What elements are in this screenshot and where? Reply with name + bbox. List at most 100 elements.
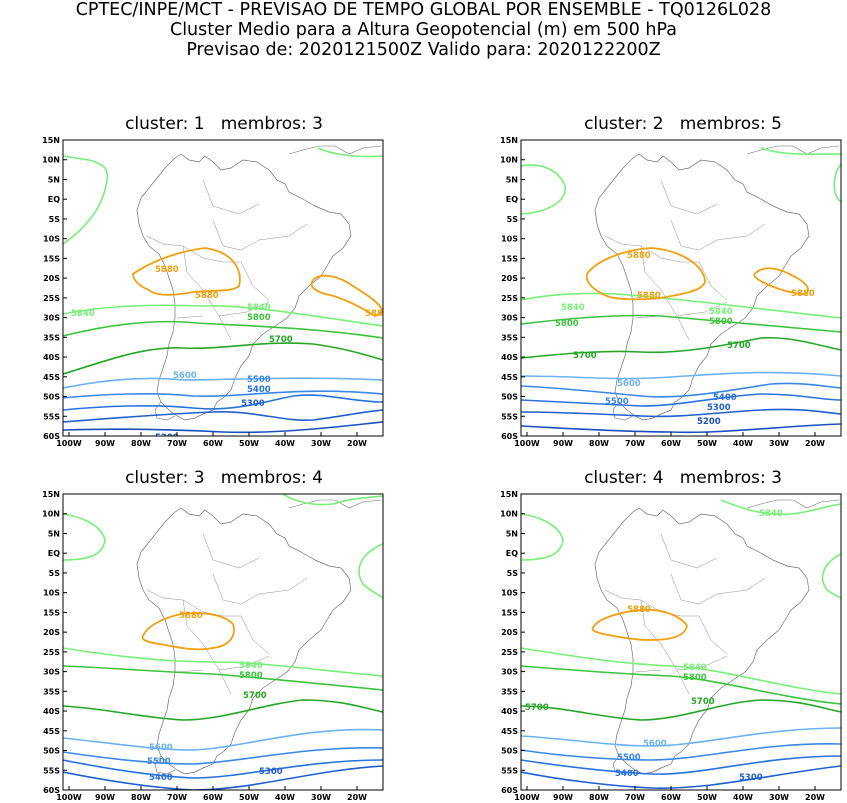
contour-label: 5880 — [195, 291, 219, 301]
map-frame-1 — [62, 139, 384, 437]
contour-line — [63, 665, 383, 691]
contour-label: 5840 — [683, 663, 707, 673]
contour-label: 5800 — [709, 317, 733, 327]
contour-label: 5400 — [713, 393, 737, 403]
contour-label: 5880 — [627, 251, 651, 261]
contour-line — [521, 292, 841, 319]
lon-label: 30W — [769, 439, 789, 448]
lat-label: 40S — [43, 707, 60, 716]
lat-label: EQ — [506, 549, 518, 558]
lat-label: 30S — [43, 668, 60, 677]
lat-label: 40S — [501, 353, 518, 362]
coastline-3 — [136, 499, 382, 775]
lat-label: 10S — [43, 589, 60, 598]
contour-label: 5200 — [697, 417, 721, 427]
contour-label: 5800 — [247, 313, 271, 323]
map-frame-2 — [520, 139, 842, 437]
lat-label: 15S — [43, 254, 60, 263]
lon-label: 70W — [167, 439, 187, 448]
lat-label: 35S — [501, 687, 518, 696]
lat-label: 20S — [501, 274, 518, 283]
lat-label: 55S — [43, 412, 60, 421]
lat-label: 35S — [43, 687, 60, 696]
contour-label: 5800 — [239, 671, 263, 681]
lat-label: 15S — [501, 254, 518, 263]
lon-label: 80W — [131, 793, 151, 802]
contour-label: 5840 — [71, 309, 95, 319]
contour-line — [63, 342, 383, 375]
lat-label: 35S — [43, 333, 60, 342]
lat-label: 20S — [501, 628, 518, 637]
lat-label: 25S — [43, 294, 60, 303]
contour-label: 5600 — [617, 379, 641, 389]
lon-label: 60W — [661, 439, 681, 448]
lat-label: 10S — [501, 235, 518, 244]
lat-label: 10N — [500, 510, 518, 519]
lat-label: EQ — [48, 549, 60, 558]
contour-line — [141, 612, 235, 651]
lat-label: 25S — [501, 648, 518, 657]
contour-label: 588 — [365, 309, 383, 319]
contour-label: 5800 — [683, 673, 707, 683]
contour-line — [521, 393, 841, 407]
contour-label: 5800 — [555, 319, 579, 329]
lat-label: 40S — [43, 353, 60, 362]
lat-label: 50S — [501, 747, 518, 756]
contour-line — [521, 382, 841, 398]
contour-line — [760, 147, 841, 156]
contour-line — [521, 164, 566, 215]
lat-label: 30S — [501, 314, 518, 323]
contour-line — [132, 247, 241, 296]
contour-label: 5700 — [243, 691, 267, 701]
lon-label: 90W — [95, 793, 115, 802]
lat-label: 45S — [501, 727, 518, 736]
lon-label: 20W — [805, 793, 825, 802]
contour-line — [521, 647, 841, 695]
lon-label: 40W — [275, 793, 295, 802]
lat-label: 5S — [49, 215, 61, 224]
contour-label: 5600 — [173, 371, 197, 381]
contour-label: 5500 — [617, 753, 641, 763]
contour-label: 5700 — [691, 697, 715, 707]
contour-label: 5700 — [269, 335, 293, 345]
contour-label: 5880 — [155, 265, 179, 275]
lat-label: 5N — [506, 529, 518, 538]
lat-label: 15S — [43, 608, 60, 617]
lon-label: 30W — [311, 793, 331, 802]
contour-line — [63, 409, 383, 423]
contour-label: 5700 — [573, 351, 597, 361]
lon-label: 80W — [589, 439, 609, 448]
contour-line — [63, 647, 383, 677]
contour-label: 5880 — [637, 291, 661, 301]
contour-line — [63, 699, 383, 721]
contour-label: 5880 — [179, 611, 203, 621]
lon-label: 80W — [131, 439, 151, 448]
lon-label: 60W — [203, 793, 223, 802]
contour-line — [521, 765, 841, 789]
contour-label: 5840 — [247, 303, 271, 313]
lat-label: 40S — [501, 707, 518, 716]
contour-label: 5300 — [707, 403, 731, 413]
contour-label: 5500 — [605, 397, 629, 407]
contour-line — [63, 304, 383, 327]
panel-4-title: cluster: 4 membros: 3 — [584, 468, 782, 488]
lat-label: 50S — [43, 747, 60, 756]
lat-label: 10N — [42, 510, 60, 519]
lat-label: 55S — [43, 766, 60, 775]
contour-label: 5400 — [247, 385, 271, 395]
lat-label: 5S — [507, 215, 519, 224]
lon-label: 100W — [56, 793, 82, 802]
lat-label: 20S — [43, 274, 60, 283]
lat-label: 55S — [501, 412, 518, 421]
lon-label: 50W — [239, 439, 259, 448]
lat-label: 25S — [43, 648, 60, 657]
contour-line — [63, 390, 383, 399]
contour-line — [63, 513, 106, 561]
contour-line — [521, 314, 841, 333]
contour-label: 5400 — [149, 773, 173, 783]
contour-line — [521, 336, 841, 359]
contour-label: 5300 — [739, 773, 763, 783]
